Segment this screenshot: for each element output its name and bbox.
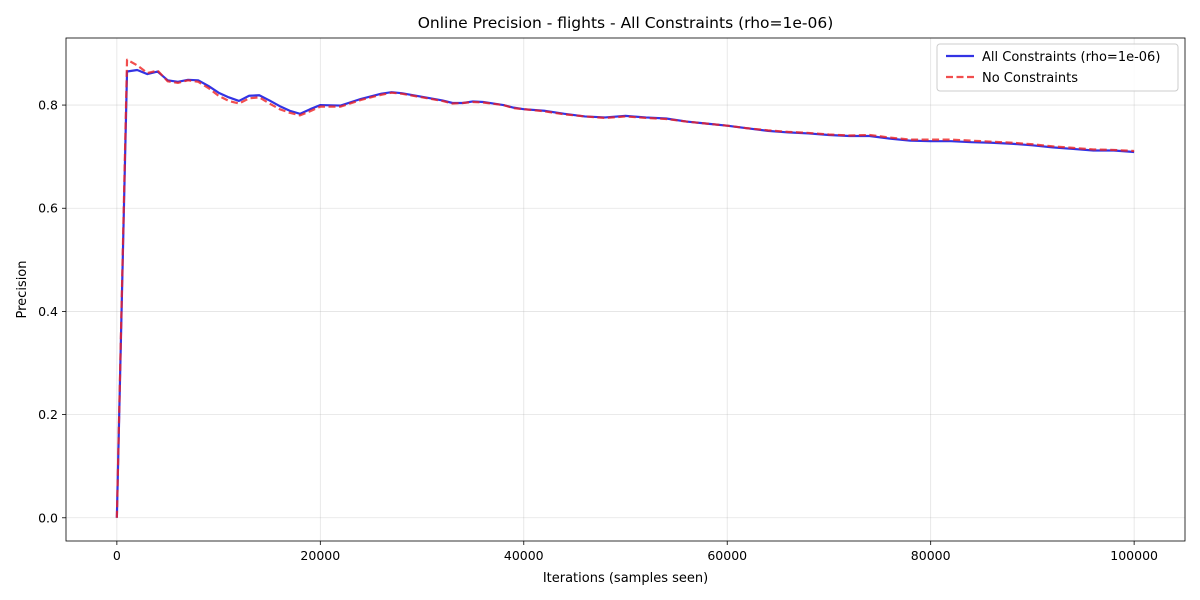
legend: All Constraints (rho=1e-06) No Constrain… bbox=[936, 43, 1179, 92]
legend-box bbox=[936, 43, 1179, 92]
x-tick-label: 100000 bbox=[1110, 548, 1158, 563]
plot-frame bbox=[65, 37, 1186, 542]
series-line-no-constraints bbox=[115, 58, 1135, 518]
x-axis-label: Iterations (samples seen) bbox=[543, 571, 708, 586]
x-tick-label: 20000 bbox=[300, 548, 340, 563]
chart-title: Online Precision - flights - All Constra… bbox=[418, 14, 834, 32]
legend-label-all-constraints: All Constraints (rho=1e-06) bbox=[982, 50, 1160, 65]
x-tick-label: 80000 bbox=[911, 548, 951, 563]
series-layer bbox=[115, 58, 1135, 518]
x-tick-label: 60000 bbox=[707, 548, 747, 563]
y-tick-label: 0.8 bbox=[38, 98, 58, 113]
tick-layer: 0 20000 40000 60000 80000 100000 0.0 0.2 0.4 0.6 0… bbox=[38, 98, 1158, 563]
y-tick-label: 0.4 bbox=[38, 304, 58, 319]
x-tick-label: 40000 bbox=[504, 548, 544, 563]
y-tick-label: 0.0 bbox=[38, 510, 58, 525]
series-line-all-constraints bbox=[115, 68, 1135, 518]
x-tick-label: 0 bbox=[113, 548, 121, 563]
y-tick-label: 0.6 bbox=[38, 201, 58, 216]
grid-layer bbox=[66, 38, 1185, 541]
legend-label-no-constraints: No Constraints bbox=[982, 71, 1078, 86]
y-axis-label: Precision bbox=[15, 260, 30, 318]
y-tick-label: 0.2 bbox=[38, 407, 58, 422]
